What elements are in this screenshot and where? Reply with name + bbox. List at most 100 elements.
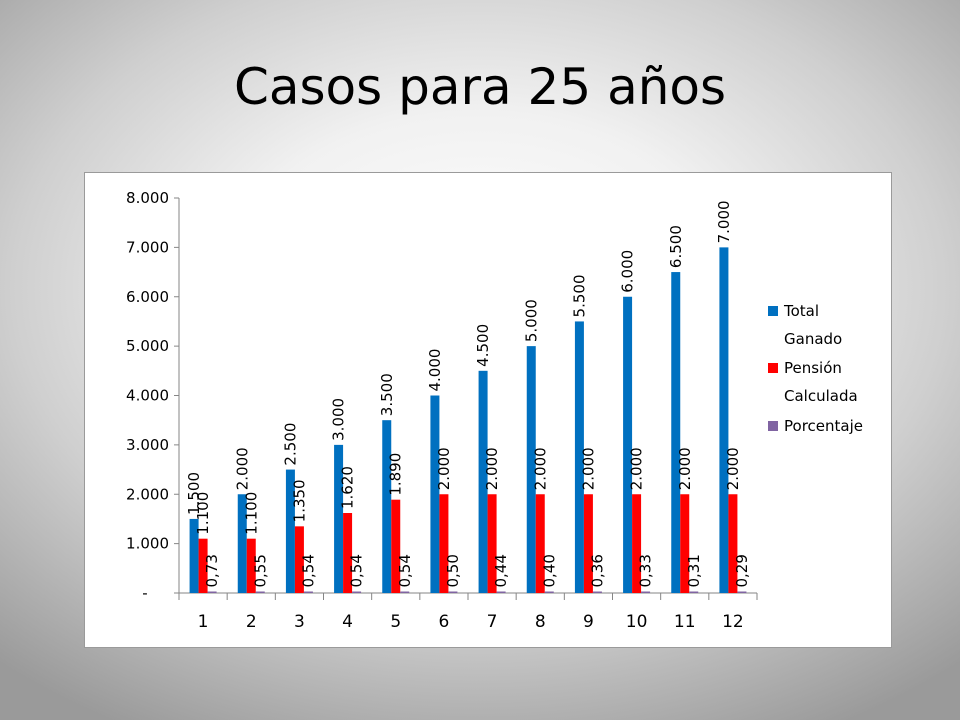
chart-container: - 1.000 2.000 3.000 4.000 5.000 6.000 7.000 8.00… xyxy=(84,172,892,648)
bar xyxy=(430,395,440,593)
data-label: 0,54 xyxy=(396,554,414,587)
legend-label: Porcentaje xyxy=(784,417,863,435)
y-tick-label: - xyxy=(142,584,147,602)
data-label: 7.000 xyxy=(715,200,733,243)
data-label: 0,29 xyxy=(733,554,751,587)
data-label: 1.500 xyxy=(185,472,203,515)
bar xyxy=(285,469,295,593)
bar xyxy=(391,499,401,593)
y-tick-label: 1.000 xyxy=(126,535,169,553)
bar xyxy=(719,247,729,593)
data-label: 0,36 xyxy=(588,554,606,587)
data-label: 5.000 xyxy=(522,299,540,342)
legend-label: Total xyxy=(783,302,819,320)
data-label: 0,33 xyxy=(637,554,655,587)
bar xyxy=(641,591,651,593)
x-tick-label: 6 xyxy=(439,612,450,632)
x-tick-label: 7 xyxy=(487,612,498,632)
bar-chart: - 1.000 2.000 3.000 4.000 5.000 6.000 7.000 8.00… xyxy=(126,189,863,632)
data-label: 0,54 xyxy=(348,554,366,587)
bar xyxy=(255,591,265,593)
bar xyxy=(303,591,313,593)
data-label: 0,55 xyxy=(251,554,269,587)
legend-marker xyxy=(768,421,778,431)
y-tick-label: 5.000 xyxy=(126,337,169,355)
bar xyxy=(632,494,642,593)
bar xyxy=(487,494,497,593)
x-tick-label: 12 xyxy=(722,612,744,632)
data-label: 2.000 xyxy=(435,447,453,490)
y-tick-label: 3.000 xyxy=(126,436,169,454)
bar xyxy=(478,370,488,593)
bar xyxy=(623,296,633,593)
data-label: 4.500 xyxy=(474,324,492,367)
data-label: 2.000 xyxy=(531,447,549,490)
data-label: 0,50 xyxy=(444,554,462,587)
x-tick-label: 8 xyxy=(535,612,546,632)
bar xyxy=(689,591,699,593)
data-label: 1.890 xyxy=(387,453,405,496)
bar xyxy=(535,494,545,593)
data-label: 3.000 xyxy=(330,398,348,441)
legend-label: Calculada xyxy=(784,387,858,405)
data-label: 0,54 xyxy=(299,554,317,587)
y-tick-label: 6.000 xyxy=(126,288,169,306)
data-label: 4.000 xyxy=(426,349,444,392)
data-label: 2.000 xyxy=(676,447,694,490)
data-label: 0,44 xyxy=(492,554,510,587)
bar xyxy=(189,518,199,593)
y-tick-label: 8.000 xyxy=(126,189,169,207)
y-tick-label: 7.000 xyxy=(126,238,169,256)
data-label: 2.000 xyxy=(628,447,646,490)
x-tick-label: 4 xyxy=(342,612,353,632)
data-label: 2.000 xyxy=(233,447,251,490)
data-label: 3.500 xyxy=(378,373,396,416)
bar xyxy=(496,591,506,593)
legend-label: Pensión xyxy=(784,359,842,377)
legend-label: Ganado xyxy=(784,330,842,348)
data-label: 6.000 xyxy=(619,250,637,293)
bar xyxy=(680,494,690,593)
bar xyxy=(737,591,747,593)
x-tick-label: 5 xyxy=(390,612,401,632)
bar xyxy=(294,526,304,593)
y-tick-label: 2.000 xyxy=(126,485,169,503)
bar xyxy=(237,494,247,593)
x-tick-label: 1 xyxy=(198,612,209,632)
bar xyxy=(246,538,256,593)
data-label: 5.500 xyxy=(570,274,588,317)
data-label: 2.500 xyxy=(281,423,299,466)
data-label: 1.350 xyxy=(290,479,308,522)
bar xyxy=(728,494,738,593)
data-label: 0,40 xyxy=(540,554,558,587)
bar xyxy=(343,513,353,593)
data-label: 1.100 xyxy=(242,492,260,535)
bar xyxy=(400,591,410,593)
legend-marker xyxy=(768,363,778,373)
legend-marker xyxy=(768,306,778,316)
bar xyxy=(207,591,217,593)
x-tick-label: 2 xyxy=(246,612,257,632)
bar xyxy=(583,494,593,593)
x-tick-label: 9 xyxy=(583,612,594,632)
data-label: 2.000 xyxy=(579,447,597,490)
bar xyxy=(592,591,602,593)
bar xyxy=(671,272,681,593)
bar xyxy=(448,591,458,593)
bar xyxy=(439,494,449,593)
data-label: 0,31 xyxy=(685,554,703,587)
slide-title: Casos para 25 años xyxy=(233,58,727,116)
bar xyxy=(198,538,208,593)
data-label: 6.500 xyxy=(667,225,685,268)
x-tick-label: 3 xyxy=(294,612,305,632)
bar xyxy=(382,420,392,593)
bar xyxy=(574,321,584,593)
bar xyxy=(352,591,362,593)
data-label: 2.000 xyxy=(724,447,742,490)
x-tick-label: 10 xyxy=(626,612,648,632)
bar xyxy=(526,346,536,593)
data-label: 1.100 xyxy=(194,492,212,535)
data-label: 0,73 xyxy=(203,554,221,587)
y-tick-label: 4.000 xyxy=(126,387,169,405)
x-tick-label: 11 xyxy=(674,612,696,632)
